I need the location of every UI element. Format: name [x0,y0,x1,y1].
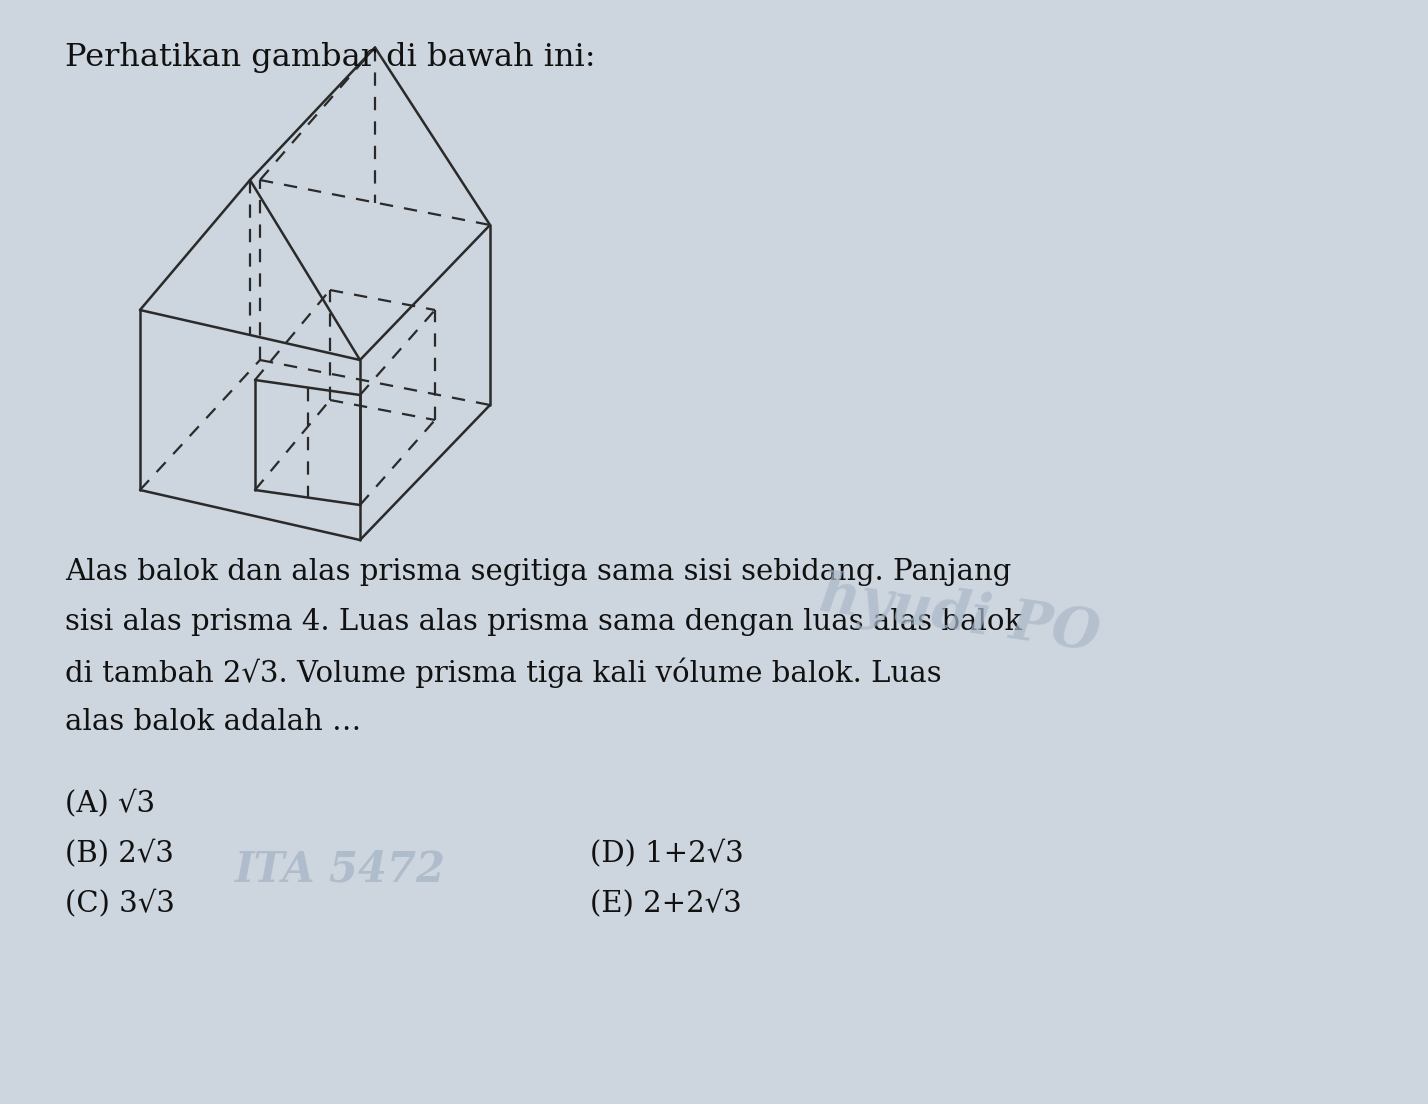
Text: (E) 2+2√3: (E) 2+2√3 [590,890,741,919]
Text: Perhatikan gambar di bawah ini:: Perhatikan gambar di bawah ini: [66,42,595,73]
Text: hyudi PO: hyudi PO [817,569,1104,662]
Text: (D) 1+2√3: (D) 1+2√3 [590,840,744,868]
Text: (A) √3: (A) √3 [66,790,156,818]
Text: sisi alas prisma 4. Luas alas prisma sama dengan luas alas balok: sisi alas prisma 4. Luas alas prisma sam… [66,608,1022,636]
Text: Alas balok dan alas prisma segitiga sama sisi sebidang. Panjang: Alas balok dan alas prisma segitiga sama… [66,558,1011,586]
Text: di tambah 2√3. Volume prisma tiga kali vólume balok. Luas: di tambah 2√3. Volume prisma tiga kali v… [66,658,941,689]
Text: (B) 2√3: (B) 2√3 [66,840,174,868]
Text: alas balok adalah …: alas balok adalah … [66,708,361,736]
Text: (C) 3√3: (C) 3√3 [66,890,174,919]
Text: ITA 5472: ITA 5472 [234,849,446,891]
